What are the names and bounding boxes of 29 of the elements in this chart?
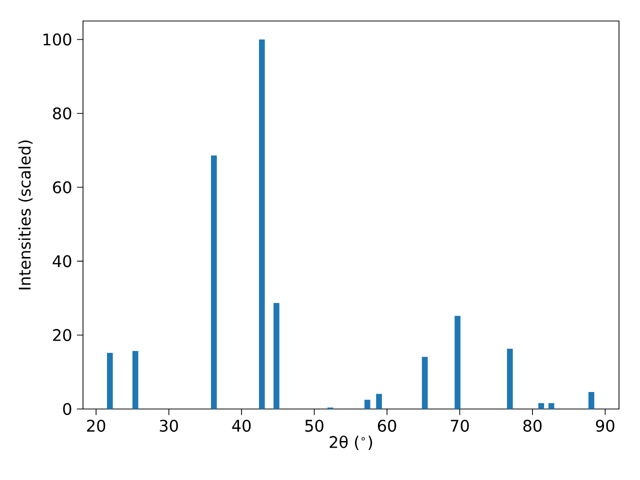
bar: [507, 348, 513, 409]
x-tick-label: 80: [523, 420, 542, 432]
x-tick-label: 20: [87, 420, 106, 432]
bar: [454, 316, 460, 409]
bar: [364, 400, 370, 409]
bar: [132, 350, 138, 409]
y-tick-label: 60: [53, 181, 72, 194]
bar: [259, 39, 265, 409]
x-tick-label: 60: [378, 420, 396, 432]
y-axis-title: Intensities (scaled): [18, 140, 33, 290]
y-tick-label: 20: [53, 329, 72, 342]
x-tick-label: 70: [450, 420, 469, 432]
bar: [548, 403, 554, 409]
bar: [274, 302, 280, 409]
bar: [538, 403, 544, 409]
bar: [588, 392, 594, 409]
x-tick-label: 90: [596, 420, 614, 432]
y-tick-label: 40: [52, 255, 72, 268]
bar: [422, 356, 428, 409]
x-tick-label: 40: [232, 420, 251, 432]
bar: [376, 394, 382, 409]
x-tick-label: 50: [305, 420, 324, 432]
bar: [107, 352, 113, 409]
bar: [211, 156, 217, 409]
y-tick-label: 80: [53, 107, 72, 120]
x-axis-title: 2θ ($^{∘}$): [330, 436, 372, 450]
y-tick-label: 100: [44, 33, 72, 46]
y-tick-label: 0: [63, 402, 72, 416]
x-tick-label: 30: [160, 420, 178, 432]
